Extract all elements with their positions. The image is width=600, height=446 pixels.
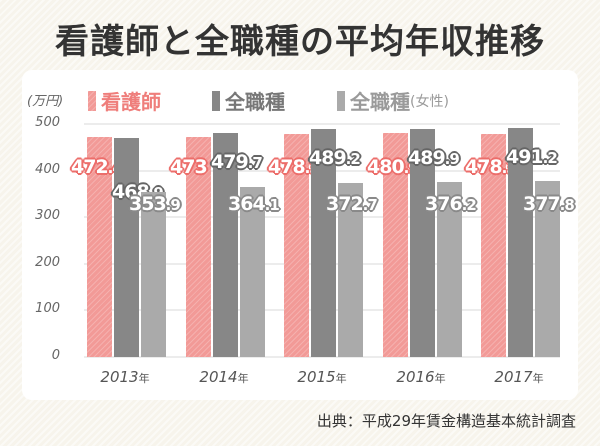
bar-all-occupations: [410, 128, 435, 357]
y-tick-label: 100: [35, 301, 60, 317]
bar-all-occupations: [508, 128, 533, 357]
value-label: 491.2: [506, 146, 558, 169]
y-tick-label: 500: [35, 115, 60, 130]
legend-item-all-occupations: 全職種: [212, 86, 285, 115]
bar-nurse: [383, 132, 408, 357]
bar-all-occupations-female: [141, 192, 166, 357]
y-tick-label: 200: [35, 254, 60, 270]
bar-all-occupations: [213, 133, 238, 357]
bar-all-occupations-female: [437, 181, 462, 357]
legend-swatch-all-occupations: [212, 90, 220, 111]
legend-label-all-occupations-female: 全職種: [350, 90, 410, 114]
bar-all-occupations: [311, 129, 336, 357]
value-label: 353.9: [129, 193, 181, 216]
bar-nurse: [87, 136, 112, 357]
value-label: 376.2: [425, 193, 477, 216]
bar-nurse: [284, 134, 309, 357]
y-axis-unit-label: (万円): [27, 94, 64, 109]
value-label: 364.1: [228, 193, 280, 216]
gridline: [84, 123, 560, 125]
value-label: 489.9: [408, 146, 460, 169]
value-label: 479.7: [211, 151, 263, 174]
bar-all-occupations-female: [338, 183, 363, 357]
value-label: 377.8: [523, 193, 575, 216]
y-tick-label: 400: [35, 161, 60, 177]
value-label: 372.7: [326, 193, 378, 216]
legend-label-all-occupations: 全職種: [225, 90, 285, 114]
value-label: 489.2: [309, 147, 361, 170]
legend-swatch-nurse: [88, 90, 96, 111]
x-tick-label: 2016年: [396, 368, 446, 386]
x-tick-label: 2017年: [494, 368, 544, 386]
bar-nurse: [481, 134, 506, 357]
y-tick-label: 0: [51, 348, 60, 363]
bar-all-occupations-female: [240, 187, 265, 357]
legend-label-nurse: 看護師: [101, 90, 161, 114]
source-citation: 出典：平成29年賃金構造基本統計調査: [316, 412, 576, 430]
legend-swatch-all-occupations-female: [337, 90, 345, 111]
bar-all-occupations-female: [535, 180, 560, 357]
chart-title: 看護師と全職種の平均年収推移: [55, 22, 545, 62]
legend-item-nurse: 看護師: [88, 86, 161, 115]
bar-all-occupations: [114, 138, 139, 357]
bar-nurse: [186, 136, 211, 357]
x-tick-label: 2014年: [199, 368, 249, 386]
x-tick-label: 2013年: [100, 368, 150, 386]
legend-suffix-female: (女性): [410, 93, 449, 110]
chart-card: (万円) 看護師 全職種 全職種 (女性) 0 100 200 300 400 500 47…: [22, 70, 578, 400]
legend-item-all-occupations-female: 全職種 (女性): [337, 86, 449, 115]
gridline: [84, 356, 560, 358]
x-tick-label: 2015年: [297, 368, 347, 386]
value-label: 473: [170, 155, 208, 178]
y-tick-label: 300: [35, 208, 60, 224]
